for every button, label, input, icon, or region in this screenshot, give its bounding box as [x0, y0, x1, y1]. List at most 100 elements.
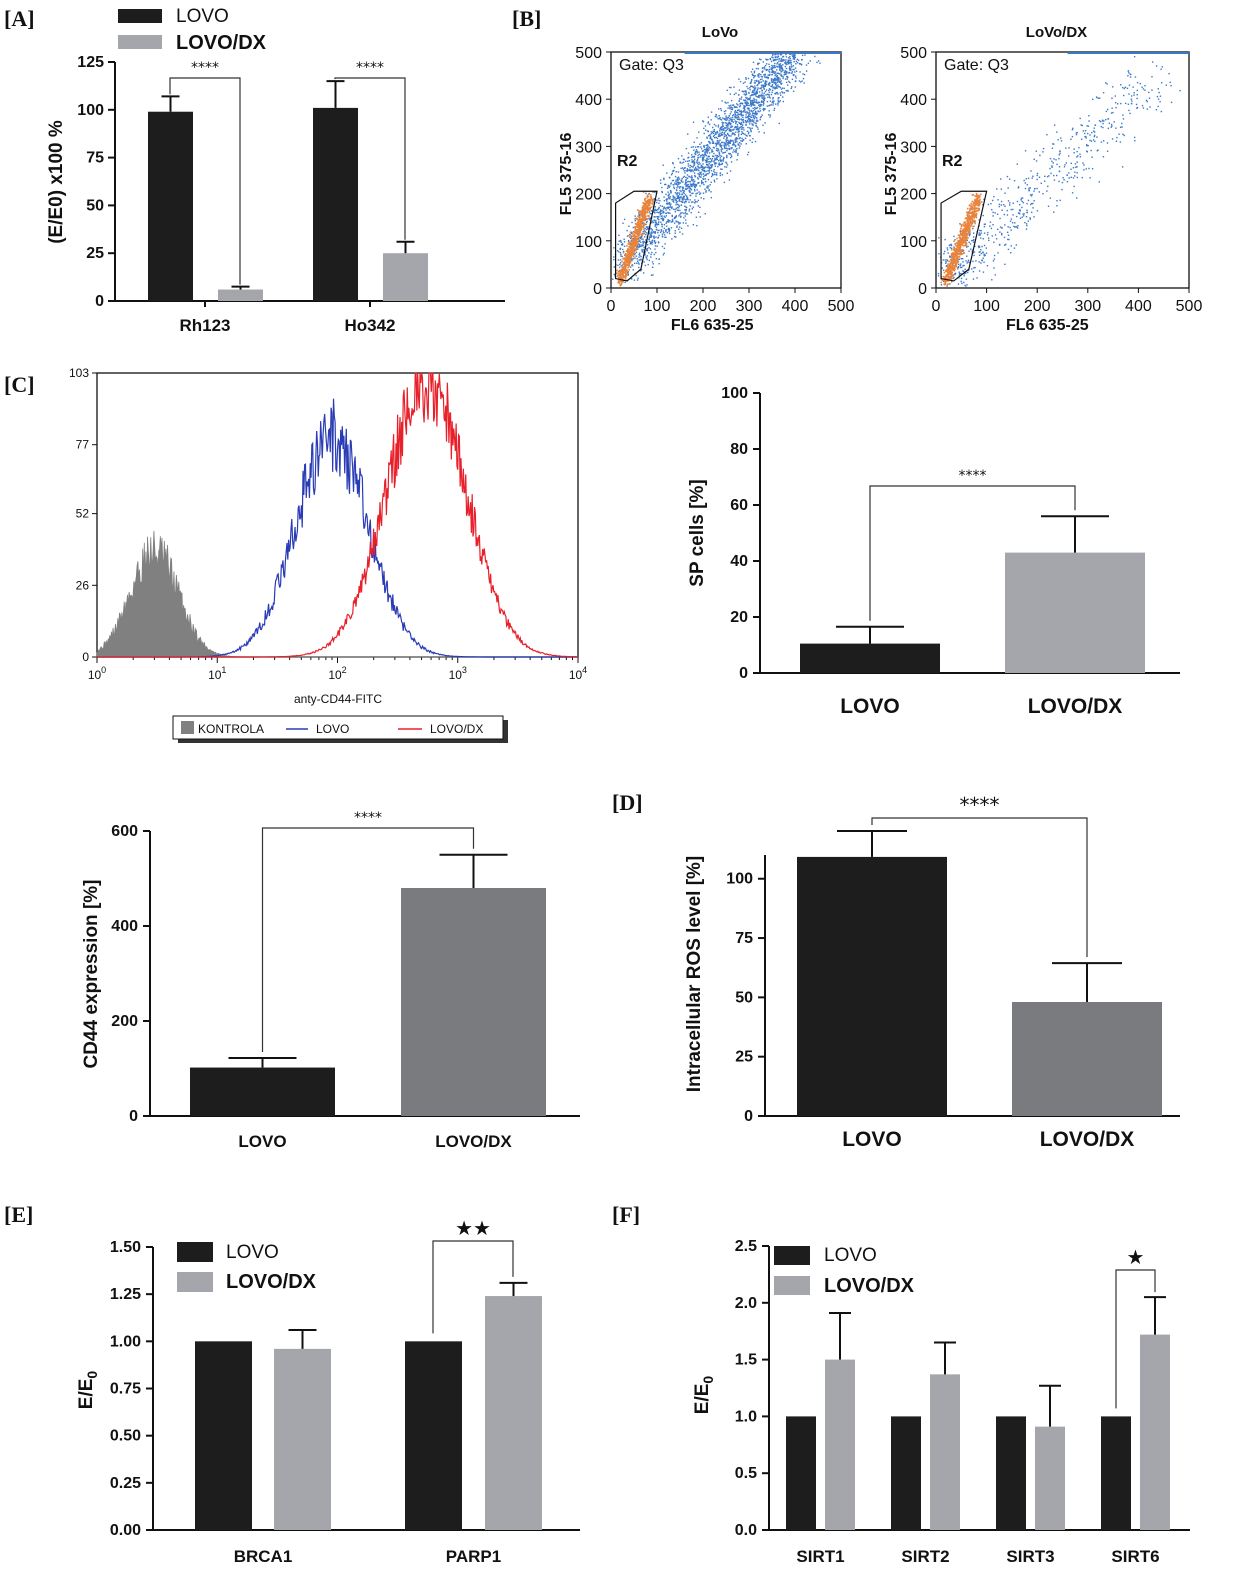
gated-point: [954, 265, 957, 268]
scatter-point: [657, 211, 660, 214]
gated-point: [973, 202, 975, 205]
scatter-point: [746, 107, 749, 110]
gated-point: [625, 250, 628, 252]
scatter-point: [713, 163, 716, 165]
gated-point: [643, 202, 646, 204]
scatter-point: [1004, 224, 1006, 226]
y-tick-label: 400: [111, 918, 138, 935]
scatter-point: [715, 172, 718, 174]
scatter-point: [1107, 118, 1109, 120]
scatter-point: [1101, 119, 1104, 121]
scatter-point: [735, 128, 738, 130]
scatter-point: [640, 255, 642, 258]
scatter-point: [695, 168, 698, 171]
scatter-point: [1142, 107, 1145, 109]
scatter-point: [705, 163, 708, 166]
scatter-point: [772, 100, 774, 103]
scatter-point: [748, 109, 750, 112]
scatter-point: [1007, 200, 1010, 202]
gated-point: [642, 219, 645, 222]
scatter-point: [653, 216, 655, 218]
scatter-point: [801, 59, 803, 61]
gated-point: [959, 240, 962, 243]
scatter-point: [996, 213, 999, 216]
scatter-point: [767, 77, 769, 80]
gated-point: [973, 216, 976, 218]
scatter-point: [730, 118, 732, 121]
gated-point: [642, 205, 645, 207]
scatter-point: [703, 178, 705, 180]
scatter-point: [784, 62, 787, 64]
gated-point: [956, 255, 958, 258]
scatter-point: [747, 116, 749, 118]
scatter-point: [669, 196, 672, 198]
scatter-point: [661, 218, 664, 220]
scatter-point: [760, 75, 763, 78]
scatter-point: [769, 73, 771, 76]
x-axis-title: FL6 635-25: [1006, 317, 1089, 334]
scatter-point: [745, 96, 747, 99]
scatter-point: [685, 179, 688, 181]
scatter-point: [678, 205, 681, 207]
scatter-point: [686, 185, 689, 187]
scatter-point: [779, 78, 781, 80]
scatter-point: [1066, 174, 1068, 176]
scatter-point: [1113, 121, 1115, 123]
scatter-point: [745, 90, 747, 92]
gated-point: [634, 243, 636, 245]
scatter-point: [751, 110, 753, 113]
scatter-point: [1102, 156, 1105, 158]
scatter-point: [718, 163, 721, 166]
scatter-point: [795, 80, 797, 82]
scatter-point: [766, 68, 769, 71]
scatter-point: [644, 251, 647, 253]
scatter-point: [763, 98, 765, 100]
scatter-point: [757, 120, 759, 122]
scatter-point: [677, 176, 680, 179]
scatter-point: [743, 93, 745, 95]
scatter-point: [679, 213, 681, 216]
scatter-point: [776, 78, 778, 80]
gated-point: [625, 275, 627, 277]
scatter-point: [690, 201, 693, 203]
scatter-point: [983, 255, 986, 257]
scatter-point: [1007, 187, 1009, 189]
scatter-point: [982, 271, 985, 273]
gated-point: [949, 270, 952, 273]
scatter-point: [945, 265, 947, 267]
scatter-point: [654, 245, 657, 247]
gated-point: [958, 252, 961, 255]
scatter-point: [720, 129, 723, 131]
gated-point: [955, 260, 958, 262]
scatter-point: [653, 237, 655, 239]
scatter-point: [1070, 176, 1072, 179]
gated-point: [969, 208, 971, 210]
scatter-point: [691, 175, 693, 177]
scatter-point: [730, 154, 732, 156]
scatter-point: [719, 145, 722, 147]
scatter-point: [786, 89, 789, 92]
scatter-point: [1025, 228, 1028, 230]
scatter-point: [679, 162, 681, 164]
gated-point: [646, 218, 649, 220]
gated-point: [971, 205, 973, 208]
scatter-point: [1022, 213, 1024, 215]
scatter-point: [705, 174, 707, 177]
scatter-point: [692, 146, 694, 148]
scatter-point: [689, 187, 691, 190]
gated-point: [978, 207, 980, 210]
y-tick-label: 1.5: [735, 1352, 757, 1369]
scatter-point: [693, 168, 696, 170]
scatter-point: [764, 122, 766, 124]
scatter-point: [712, 141, 714, 144]
gated-point: [623, 264, 626, 267]
scatter-point: [717, 126, 720, 128]
scatter-point: [714, 133, 717, 136]
bar-lovo-dx: [383, 253, 428, 301]
scatter-point: [674, 182, 676, 184]
scatter-point: [1021, 206, 1023, 209]
scatter-point: [678, 200, 680, 202]
scatter-point: [690, 176, 692, 179]
scatter-point: [1044, 175, 1046, 178]
gated-point: [977, 194, 980, 197]
